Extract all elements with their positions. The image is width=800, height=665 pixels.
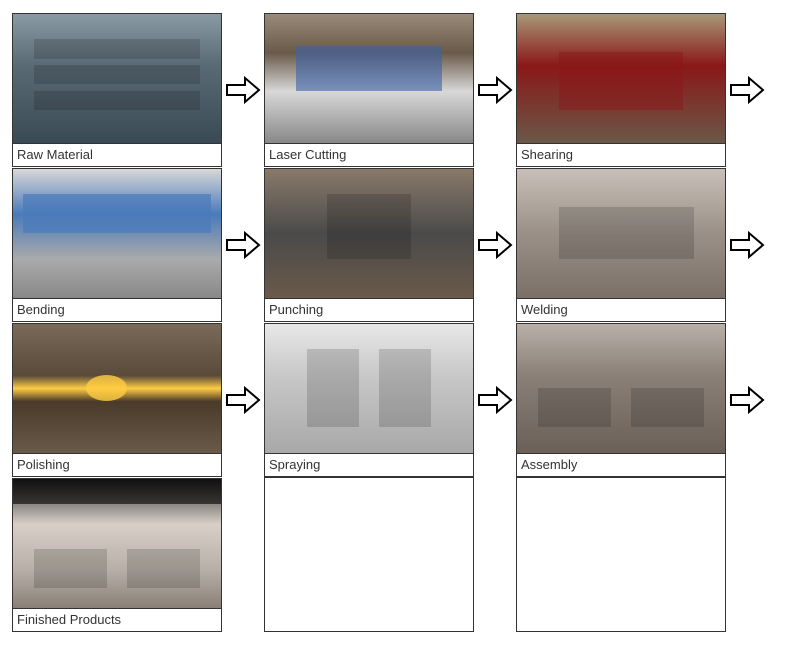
arrow-right-icon [729,75,765,105]
arrow-right-icon [477,385,513,415]
step-image-raw-material [13,14,221,144]
arrow-blank [474,477,516,632]
arrow-right-icon [729,230,765,260]
arrow-6 [222,322,264,477]
arrow-right-icon [225,75,261,105]
step-image-polishing [13,324,221,454]
arrow-8 [726,322,768,477]
step-laser-cutting: Laser Cutting [264,13,474,167]
step-image-punching [265,169,473,299]
step-image-bending [13,169,221,299]
step-label: Shearing [517,144,725,166]
step-image-assembly [517,324,725,454]
arrow-5 [726,167,768,322]
flow-row-0: Raw Material Laser Cutting Shearing [12,12,788,167]
step-image-finished-products [13,479,221,609]
arrow-2 [726,12,768,167]
step-label: Laser Cutting [265,144,473,166]
step-bending: Bending [12,168,222,322]
step-punching: Punching [264,168,474,322]
arrow-7 [474,322,516,477]
empty-cell-1 [264,477,474,632]
step-assembly: Assembly [516,323,726,477]
arrow-right-icon [477,230,513,260]
step-finished-products: Finished Products [12,478,222,632]
flow-row-3: Finished Products [12,477,788,632]
arrow-right-icon [225,230,261,260]
process-flow-diagram: Raw Material Laser Cutting Shearing [12,12,788,632]
step-label: Punching [265,299,473,321]
flow-row-2: Polishing Spraying Assembly [12,322,788,477]
step-image-laser-cutting [265,14,473,144]
step-label: Polishing [13,454,221,476]
step-image-welding [517,169,725,299]
arrow-right-icon [477,75,513,105]
empty-cell-2 [516,477,726,632]
step-image-spraying [265,324,473,454]
step-shearing: Shearing [516,13,726,167]
step-spraying: Spraying [264,323,474,477]
step-polishing: Polishing [12,323,222,477]
step-raw-material: Raw Material [12,13,222,167]
step-label: Finished Products [13,609,221,631]
step-label: Assembly [517,454,725,476]
arrow-right-icon [729,385,765,415]
arrow-0 [222,12,264,167]
arrow-blank [222,477,264,632]
step-label: Raw Material [13,144,221,166]
step-image-shearing [517,14,725,144]
arrow-3 [222,167,264,322]
flow-row-1: Bending Punching Welding [12,167,788,322]
arrow-1 [474,12,516,167]
step-label: Bending [13,299,221,321]
step-label: Welding [517,299,725,321]
step-label: Spraying [265,454,473,476]
arrow-4 [474,167,516,322]
arrow-right-icon [225,385,261,415]
step-welding: Welding [516,168,726,322]
